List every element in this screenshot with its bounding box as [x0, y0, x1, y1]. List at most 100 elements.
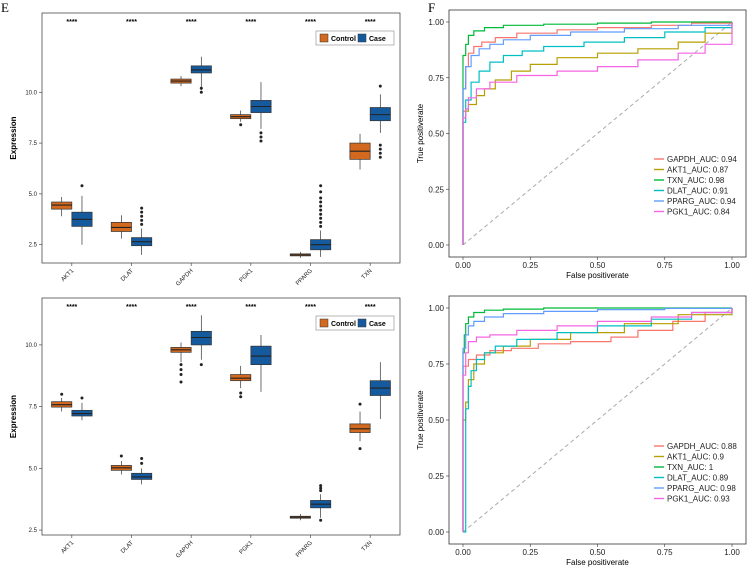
- x-tick-label: TXN: [361, 268, 374, 281]
- significance-label: ****: [126, 304, 137, 311]
- outlier-point: [119, 454, 123, 458]
- y-tick-label: 1.00: [428, 304, 444, 313]
- plot-frame: [41, 297, 401, 536]
- significance-label: ****: [66, 304, 77, 311]
- legend-label: PPARG_AUC: 0.98: [667, 484, 736, 493]
- outlier-point: [378, 143, 382, 147]
- outlier-point: [199, 90, 203, 94]
- outlier-point: [80, 396, 84, 400]
- diagonal-reference-line: [462, 307, 733, 533]
- significance-label: ****: [365, 19, 376, 26]
- x-tick-label: 0.50: [590, 261, 606, 270]
- box-control: [230, 374, 252, 382]
- y-tick-label: 0.50: [428, 416, 444, 425]
- significance-label: ****: [245, 19, 256, 26]
- y-tick-label: 0.00: [428, 241, 444, 250]
- outlier-point: [319, 518, 323, 522]
- x-tick-label: PGK1: [239, 540, 255, 556]
- roc-curve-4: [462, 307, 733, 532]
- legend-label: Control: [331, 321, 356, 328]
- box-case: [190, 330, 212, 346]
- y-tick-label: 7.5: [29, 405, 38, 411]
- outlier-point: [319, 489, 323, 493]
- significance-label: ****: [245, 304, 256, 311]
- outlier-point: [140, 206, 144, 210]
- outlier-point: [140, 218, 144, 222]
- outlier-point: [60, 392, 64, 396]
- roc-curve-1: [462, 22, 733, 245]
- panel-label-e: E: [1, 0, 9, 15]
- x-tick-label: 0.25: [522, 261, 538, 270]
- outlier-point: [140, 222, 144, 226]
- x-tick-label: 0.25: [522, 548, 538, 557]
- outlier-point: [179, 380, 183, 384]
- x-tick-label: PGK1: [239, 268, 255, 284]
- outlier-point: [358, 447, 362, 451]
- outlier-point: [80, 184, 84, 188]
- legend-box: [315, 315, 395, 331]
- outlier-point: [319, 200, 323, 204]
- legend-label: Case: [369, 36, 386, 43]
- outlier-point: [199, 363, 203, 367]
- box-case: [250, 345, 272, 366]
- legend-swatch: [357, 33, 367, 43]
- y-tick-label: 1.00: [428, 18, 444, 27]
- y-tick-label: 7.5: [29, 141, 38, 147]
- outlier-point: [319, 190, 323, 194]
- legend-label: PPARG_AUC: 0.94: [667, 197, 736, 206]
- y-tick-label: 0.25: [428, 472, 444, 481]
- outlier-point: [319, 216, 323, 220]
- legend-swatch: [357, 318, 367, 328]
- outlier-point: [378, 84, 382, 88]
- outlier-point: [319, 212, 323, 216]
- legend-label: TXN_AUC: 1: [667, 463, 714, 472]
- outlier-point: [319, 184, 323, 188]
- legend-swatch: [319, 33, 329, 43]
- y-tick-label: 2.5: [29, 243, 38, 249]
- legend-label: DLAT_AUC: 0.89: [667, 474, 729, 483]
- outlier-point: [140, 210, 144, 214]
- y-tick-label: 0.75: [428, 74, 444, 83]
- outlier-point: [140, 214, 144, 218]
- y-axis-title: Expression: [9, 116, 18, 159]
- x-tick-label: GAPDH: [175, 540, 194, 559]
- legend-label: Control: [331, 36, 356, 43]
- y-tick-label: 10.0: [25, 343, 37, 349]
- diagonal-reference-line: [462, 21, 733, 246]
- outlier-point: [319, 196, 323, 200]
- significance-label: ****: [365, 304, 376, 311]
- outlier-point: [259, 131, 263, 135]
- significance-label: ****: [186, 304, 197, 311]
- outlier-point: [239, 123, 243, 127]
- outlier-point: [319, 220, 323, 224]
- x-tick-label: 1.00: [724, 548, 740, 557]
- x-tick-label: 0.00: [455, 261, 471, 270]
- legend-label: AKT1_AUC: 0.87: [667, 166, 729, 175]
- y-tick-label: 5.0: [29, 192, 38, 198]
- box-case: [131, 472, 153, 480]
- outlier-point: [140, 461, 144, 465]
- x-tick-label: 0.75: [657, 548, 673, 557]
- outlier-point: [259, 139, 263, 143]
- x-tick-label: DLAT: [120, 540, 135, 555]
- outlier-point: [179, 363, 183, 367]
- significance-label: ****: [305, 19, 316, 26]
- outlier-point: [179, 368, 183, 372]
- outlier-point: [319, 224, 323, 228]
- significance-label: ****: [186, 19, 197, 26]
- outlier-point: [199, 86, 203, 90]
- x-tick-label: 0.00: [455, 548, 471, 557]
- y-tick-label: 0.75: [428, 360, 444, 369]
- x-tick-label: 0.50: [590, 548, 606, 557]
- legend-swatch: [319, 318, 329, 328]
- outlier-point: [319, 486, 323, 490]
- outlier-point: [378, 147, 382, 151]
- outlier-point: [319, 484, 323, 488]
- y-tick-label: 0.50: [428, 130, 444, 139]
- legend-label: GAPDH_AUC: 0.88: [667, 442, 737, 451]
- outlier-point: [239, 395, 243, 399]
- y-axis-title: True positiverate: [416, 103, 425, 163]
- outlier-point: [259, 135, 263, 139]
- x-tick-label: PPARG: [295, 540, 314, 559]
- outlier-point: [140, 456, 144, 460]
